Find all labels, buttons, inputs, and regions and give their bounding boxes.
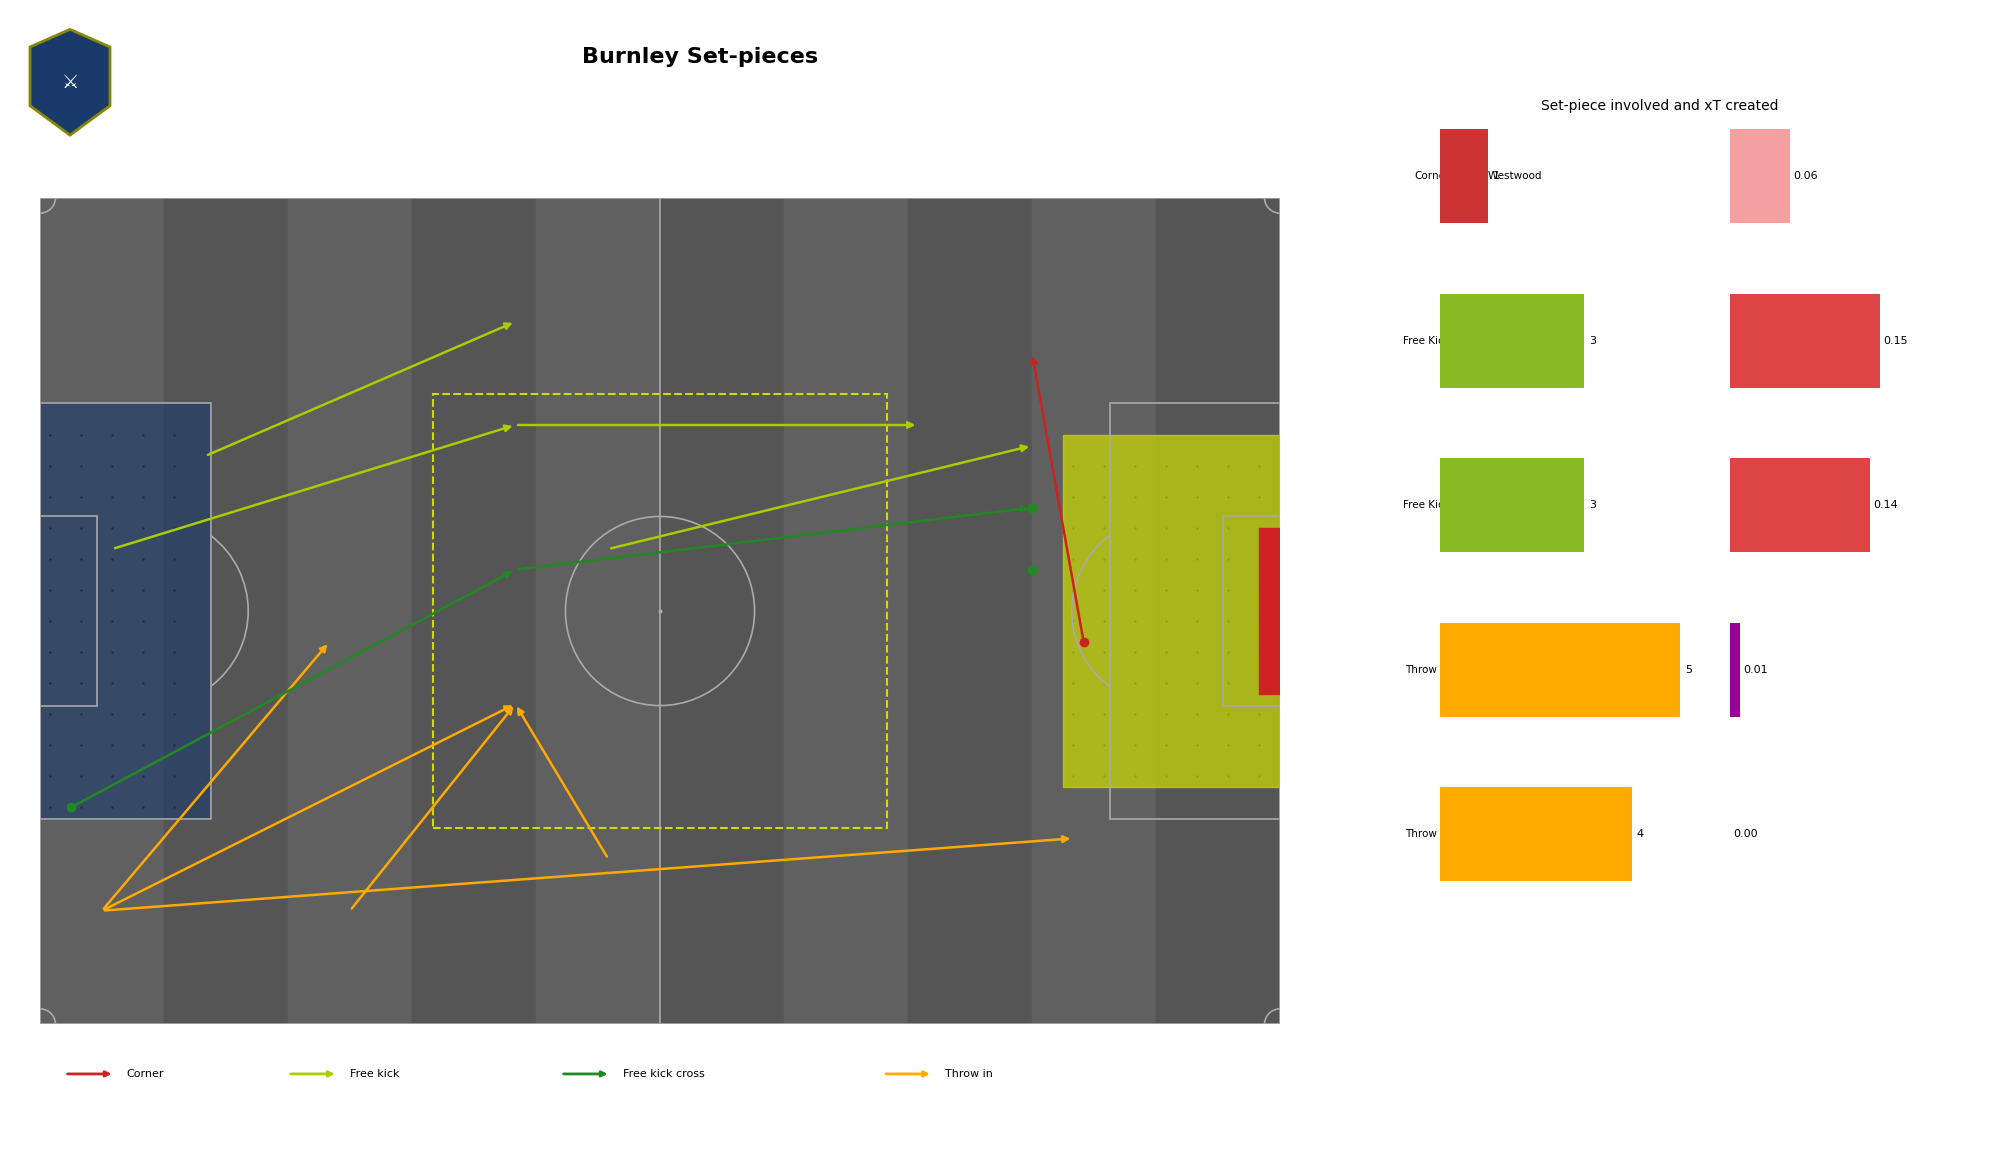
Bar <box>908 197 1032 1025</box>
Bar <box>40 516 96 706</box>
Bar <box>40 403 210 819</box>
Text: Corner: Corner <box>126 1069 164 1079</box>
Bar <box>1110 403 1280 819</box>
Bar <box>536 197 660 1025</box>
Text: Ashley Westwood: Ashley Westwood <box>1450 172 1542 181</box>
Bar <box>1440 458 1584 552</box>
Bar <box>1440 623 1680 717</box>
Bar <box>784 197 908 1025</box>
Bar <box>164 197 288 1025</box>
Bar <box>1440 787 1632 881</box>
Text: Throw in: Throw in <box>946 1069 994 1079</box>
Text: Burnley Set-pieces: Burnley Set-pieces <box>582 47 818 67</box>
Text: 0.06: 0.06 <box>1792 172 1818 181</box>
Polygon shape <box>30 29 110 135</box>
Text: ⚔: ⚔ <box>62 73 78 92</box>
Text: 0.00: 0.00 <box>1732 830 1758 839</box>
Text: Throw in: Throw in <box>1406 665 1450 674</box>
Bar <box>1260 529 1280 693</box>
Bar <box>40 403 210 819</box>
Bar <box>660 197 784 1025</box>
Text: Ashley Westwood: Ashley Westwood <box>1450 501 1542 510</box>
Bar <box>412 197 536 1025</box>
Text: 1: 1 <box>1492 172 1500 181</box>
Text: Throw in: Throw in <box>1406 830 1450 839</box>
Bar <box>40 197 164 1025</box>
Text: 5: 5 <box>1684 665 1692 674</box>
Text: Free Kick: Free Kick <box>1404 336 1450 345</box>
Text: Free Kick: Free Kick <box>1404 501 1450 510</box>
Bar <box>1730 129 1790 223</box>
Text: Nick Pope: Nick Pope <box>1450 336 1502 345</box>
Bar <box>1730 623 1740 717</box>
Text: 0.14: 0.14 <box>1872 501 1898 510</box>
Text: Corner: Corner <box>1414 172 1450 181</box>
Bar <box>288 197 412 1025</box>
Text: 0.15: 0.15 <box>1884 336 1908 345</box>
Bar <box>1730 458 1870 552</box>
Bar <box>432 394 888 828</box>
Bar <box>1032 197 1156 1025</box>
Bar <box>1440 294 1584 388</box>
Text: 3: 3 <box>1588 336 1596 345</box>
Text: Set-piece involved and xT created: Set-piece involved and xT created <box>1542 99 1778 113</box>
Text: 0.01: 0.01 <box>1744 665 1768 674</box>
Text: Connor Roberts: Connor Roberts <box>1450 665 1532 674</box>
Bar <box>1224 516 1280 706</box>
Text: 4: 4 <box>1636 830 1644 839</box>
Bar <box>1156 197 1280 1025</box>
Bar <box>1064 435 1280 787</box>
Text: Free kick: Free kick <box>350 1069 400 1079</box>
Bar <box>1440 129 1488 223</box>
Bar <box>1730 294 1880 388</box>
Text: Charlie Taylor: Charlie Taylor <box>1450 830 1522 839</box>
Text: 3: 3 <box>1588 501 1596 510</box>
Text: Free kick cross: Free kick cross <box>622 1069 704 1079</box>
